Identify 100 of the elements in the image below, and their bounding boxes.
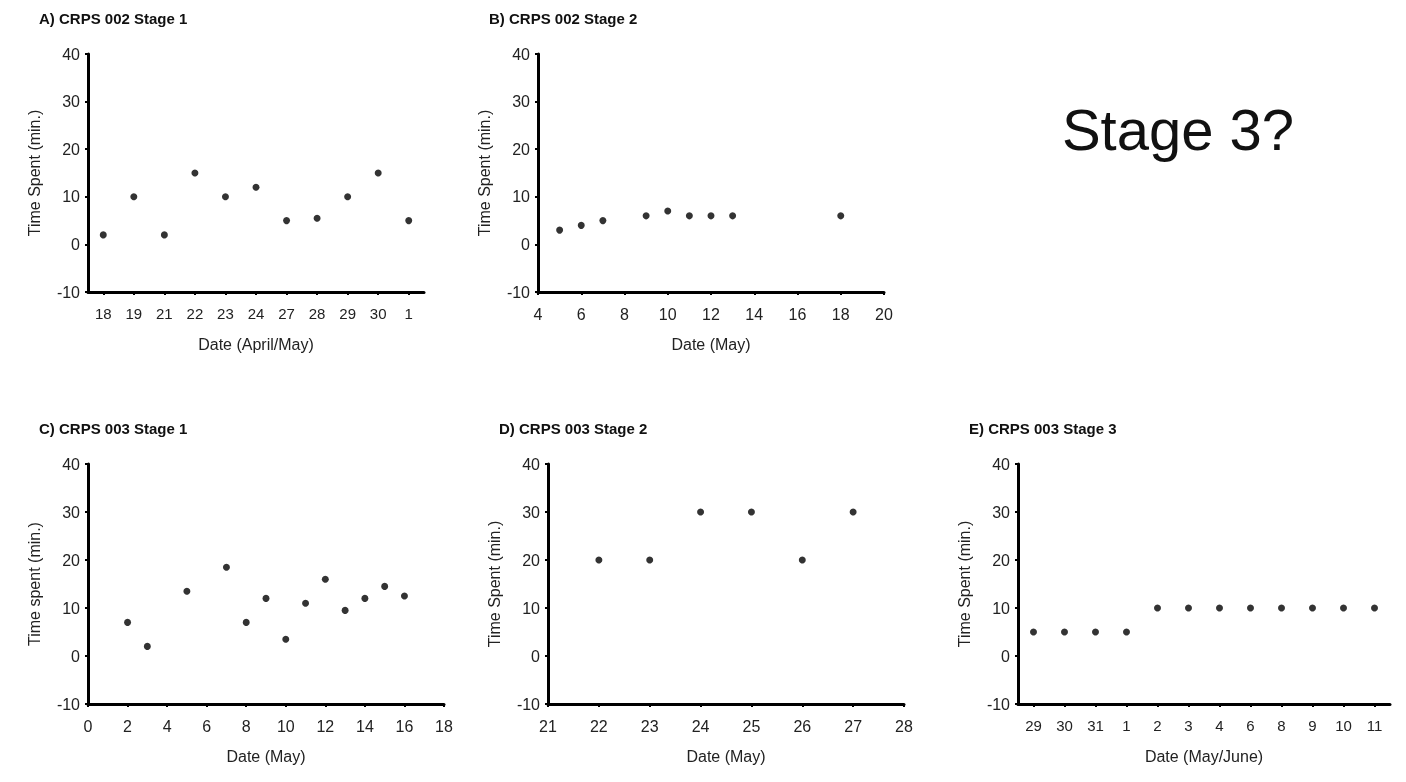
point bbox=[124, 618, 132, 626]
point bbox=[221, 193, 229, 201]
y-tick-label: -10 bbox=[56, 283, 81, 301]
y-tick-label: 40 bbox=[522, 455, 541, 473]
point bbox=[556, 226, 564, 234]
y-tick-label: 40 bbox=[992, 455, 1011, 473]
y-tick-label: 10 bbox=[522, 599, 541, 617]
y-axis-title: Time spent (min.) bbox=[25, 522, 43, 646]
x-tick-label: 24 bbox=[691, 717, 710, 735]
y-tick-label: 30 bbox=[62, 93, 81, 111]
point bbox=[642, 212, 650, 220]
x-tick-label: 6 bbox=[576, 305, 586, 323]
y-tick-label: -10 bbox=[56, 695, 81, 713]
chart-title: C) CRPS 003 Stage 1 bbox=[39, 420, 188, 437]
x-tick-label: 16 bbox=[395, 717, 414, 735]
x-tick-label: 10 bbox=[658, 305, 677, 323]
chart-title: E) CRPS 003 Stage 3 bbox=[969, 420, 1117, 437]
x-tick-label: 6 bbox=[1246, 717, 1255, 734]
point bbox=[341, 606, 349, 614]
point bbox=[242, 618, 250, 626]
x-tick-label: 31 bbox=[1087, 717, 1104, 734]
x-tick-label: 12 bbox=[702, 305, 720, 323]
x-tick-label: 19 bbox=[125, 305, 143, 322]
y-tick-label: 10 bbox=[62, 188, 81, 206]
point bbox=[283, 217, 291, 225]
y-tick-label: 20 bbox=[992, 551, 1011, 569]
x-tick-label: 28 bbox=[308, 305, 326, 322]
y-tick-label: 0 bbox=[531, 647, 541, 665]
y-tick-label: 0 bbox=[521, 235, 531, 253]
x-tick-label: 22 bbox=[589, 717, 608, 735]
point bbox=[252, 183, 260, 191]
x-tick-label: 12 bbox=[316, 717, 335, 735]
y-tick-label: 30 bbox=[62, 503, 81, 521]
point bbox=[143, 642, 151, 650]
x-tick-label: 2 bbox=[123, 717, 133, 735]
point bbox=[183, 587, 191, 595]
y-tick-label: 30 bbox=[992, 503, 1011, 521]
x-tick-label: 30 bbox=[369, 305, 387, 322]
y-axis-title: Time Spent (min.) bbox=[475, 109, 493, 237]
point bbox=[400, 592, 408, 600]
x-tick-label: 18 bbox=[831, 305, 850, 323]
point bbox=[599, 217, 607, 225]
y-tick-label: 30 bbox=[512, 93, 531, 111]
point bbox=[664, 207, 672, 215]
x-axis-title: Date (May/June) bbox=[1144, 747, 1264, 765]
point bbox=[374, 169, 382, 177]
x-axis-title: Date (May) bbox=[226, 747, 306, 765]
x-axis-title: Date (May) bbox=[671, 335, 751, 353]
point bbox=[381, 582, 389, 590]
x-tick-label: 16 bbox=[788, 305, 807, 323]
x-tick-label: 14 bbox=[355, 717, 374, 735]
x-tick-label: 20 bbox=[875, 305, 893, 323]
point bbox=[222, 563, 230, 571]
y-axis-title: Time Spent (min.) bbox=[955, 520, 973, 648]
x-tick-label: 26 bbox=[793, 717, 812, 735]
point bbox=[361, 594, 369, 602]
x-tick-label: 27 bbox=[278, 305, 295, 322]
point bbox=[313, 214, 321, 222]
x-tick-label: 8 bbox=[241, 717, 251, 735]
y-axis-title: Time Spent (min.) bbox=[485, 520, 503, 648]
x-tick-label: 10 bbox=[1335, 717, 1352, 734]
y-tick-label: -10 bbox=[506, 283, 531, 301]
point bbox=[99, 231, 107, 239]
point bbox=[577, 221, 585, 229]
x-tick-label: 14 bbox=[745, 305, 764, 323]
x-tick-label: 10 bbox=[276, 717, 295, 735]
chart-title: B) CRPS 002 Stage 2 bbox=[489, 10, 638, 27]
x-tick-label: 21 bbox=[539, 717, 557, 735]
x-tick-label: 18 bbox=[94, 305, 112, 322]
x-tick-label: 25 bbox=[742, 717, 761, 735]
x-tick-label: 1 bbox=[404, 305, 413, 322]
y-tick-label: 20 bbox=[62, 551, 81, 569]
y-tick-label: -10 bbox=[986, 695, 1011, 713]
y-tick-label: 0 bbox=[1001, 647, 1011, 665]
point bbox=[344, 193, 352, 201]
point bbox=[262, 594, 270, 602]
y-tick-label: 10 bbox=[62, 599, 81, 617]
x-tick-label: 27 bbox=[844, 717, 863, 735]
x-tick-label: 23 bbox=[640, 717, 659, 735]
x-tick-label: 8 bbox=[1277, 717, 1286, 734]
x-tick-label: 6 bbox=[202, 717, 212, 735]
y-tick-label: 10 bbox=[992, 599, 1011, 617]
chart-title: D) CRPS 003 Stage 2 bbox=[499, 420, 648, 437]
point bbox=[160, 231, 168, 239]
x-tick-label: 1 bbox=[1122, 717, 1131, 734]
x-tick-label: 22 bbox=[186, 305, 204, 322]
point bbox=[130, 193, 138, 201]
x-tick-label: 9 bbox=[1308, 717, 1317, 734]
x-tick-label: 4 bbox=[162, 717, 172, 735]
point bbox=[685, 212, 693, 220]
x-axis-title: Date (April/May) bbox=[198, 335, 314, 353]
y-tick-label: 10 bbox=[512, 188, 531, 206]
y-tick-label: 20 bbox=[62, 140, 81, 158]
x-tick-label: 24 bbox=[247, 305, 265, 322]
x-tick-label: 8 bbox=[620, 305, 630, 323]
y-tick-label: 20 bbox=[512, 140, 531, 158]
chart-title: A) CRPS 002 Stage 1 bbox=[39, 10, 188, 27]
point bbox=[837, 212, 845, 220]
point bbox=[321, 575, 329, 583]
x-tick-label: 23 bbox=[217, 305, 234, 322]
